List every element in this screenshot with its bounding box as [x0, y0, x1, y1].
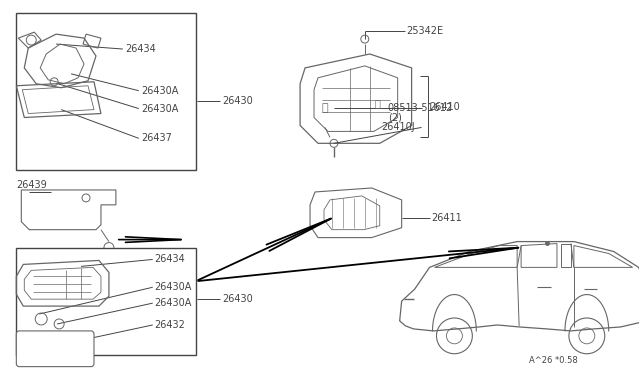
Text: 26430A: 26430A: [141, 103, 178, 113]
Text: 26439: 26439: [17, 180, 47, 190]
Text: 26411: 26411: [431, 213, 462, 223]
Text: 26430A: 26430A: [155, 298, 192, 308]
Text: 26410J: 26410J: [381, 122, 415, 132]
Text: 26410: 26410: [429, 102, 460, 112]
Text: 26430: 26430: [223, 294, 253, 304]
Text: Ⓢ: Ⓢ: [322, 103, 328, 113]
Text: 26434: 26434: [125, 44, 156, 54]
Text: 26430A: 26430A: [155, 282, 192, 292]
Text: 26434: 26434: [155, 254, 186, 264]
Text: 26430: 26430: [223, 96, 253, 106]
Text: (2): (2): [388, 112, 401, 122]
Text: 25342E: 25342E: [406, 26, 444, 36]
Text: 26432: 26432: [155, 320, 186, 330]
Bar: [17, 247, 196, 355]
Text: A^26 *0.58: A^26 *0.58: [529, 356, 578, 365]
Text: 08513-51612: 08513-51612: [388, 103, 453, 113]
Text: 26437: 26437: [141, 133, 172, 143]
Bar: [17, 13, 196, 170]
Text: 26430A: 26430A: [141, 86, 178, 96]
FancyBboxPatch shape: [17, 331, 94, 367]
Text: Ⓢ: Ⓢ: [375, 99, 381, 109]
